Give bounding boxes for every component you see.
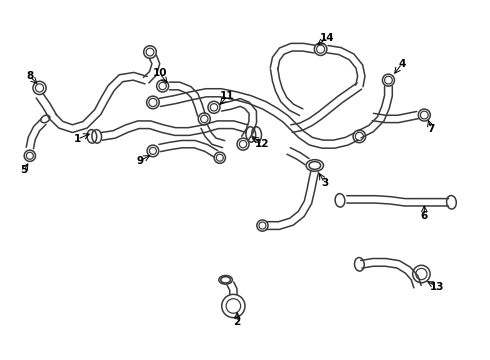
Text: 14: 14 [320,32,335,42]
Text: 9: 9 [137,156,144,166]
Text: 6: 6 [421,211,428,221]
Text: 13: 13 [430,282,444,292]
Text: 12: 12 [255,139,270,149]
Text: 11: 11 [220,91,235,101]
Text: 2: 2 [234,318,241,328]
Text: 1: 1 [74,134,81,144]
Text: 4: 4 [398,59,406,69]
Text: 7: 7 [427,123,435,134]
Text: 5: 5 [21,165,27,175]
Text: 3: 3 [321,178,328,188]
Text: 10: 10 [152,68,167,78]
Text: 8: 8 [26,71,33,81]
